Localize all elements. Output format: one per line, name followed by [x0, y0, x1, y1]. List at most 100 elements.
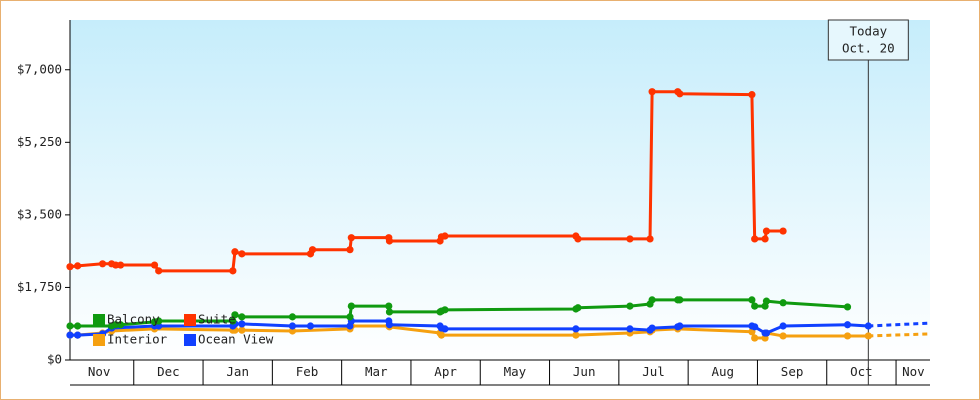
point: [74, 322, 82, 330]
point: [779, 227, 787, 235]
point: [385, 308, 394, 316]
point: [751, 235, 759, 243]
y-tick-label: $7,000: [17, 61, 62, 76]
point: [762, 297, 771, 305]
point: [779, 299, 787, 307]
today-box: [827, 19, 909, 61]
point: [346, 313, 354, 321]
point: [238, 250, 246, 258]
point: [150, 261, 159, 269]
forecast-line: [868, 321, 931, 328]
point: [116, 261, 125, 269]
point: [288, 313, 297, 321]
point: [98, 260, 107, 268]
point: [751, 302, 759, 310]
point: [74, 331, 82, 339]
legend-swatch: [93, 314, 105, 326]
y-tick-label: $3,500: [17, 206, 62, 221]
x-tick-label: Mar: [365, 364, 388, 379]
x-tick-label: Apr: [434, 364, 457, 379]
x-tick-label: Sep: [781, 364, 804, 379]
point: [66, 263, 74, 271]
point: [238, 313, 246, 321]
point: [155, 267, 163, 275]
point: [385, 302, 393, 310]
point: [748, 91, 756, 99]
point: [347, 302, 355, 310]
point: [288, 322, 297, 330]
x-tick-label: Dec: [157, 364, 180, 379]
point: [155, 317, 163, 325]
point: [441, 232, 449, 240]
point: [648, 324, 656, 332]
point: [437, 331, 446, 339]
point: [229, 317, 237, 325]
point: [751, 323, 759, 331]
point: [347, 234, 355, 242]
point: [306, 322, 315, 330]
point: [646, 235, 654, 243]
x-tick-label: Jul: [642, 364, 665, 379]
point: [751, 334, 759, 342]
point: [626, 235, 634, 243]
point: [864, 332, 872, 340]
point: [229, 267, 237, 275]
point: [441, 306, 449, 314]
legend-label: Balcony: [107, 312, 160, 327]
point: [762, 227, 771, 235]
point: [574, 235, 582, 243]
x-tick-label: Oct: [850, 364, 873, 379]
point: [626, 302, 634, 310]
point: [66, 322, 74, 330]
y-tick-label: $5,250: [17, 134, 62, 149]
point: [843, 332, 852, 340]
point: [843, 321, 852, 329]
point: [626, 325, 634, 333]
forecast-line: [868, 332, 931, 338]
point: [238, 320, 246, 328]
point: [762, 329, 771, 337]
point: [116, 321, 125, 329]
point: [748, 296, 756, 304]
point: [231, 248, 239, 256]
y-tick-label: $1,750: [17, 279, 62, 294]
point: [864, 322, 872, 330]
point: [761, 235, 769, 243]
point: [676, 322, 684, 330]
point: [346, 246, 354, 254]
point: [441, 325, 449, 333]
point: [843, 303, 852, 311]
point: [66, 331, 74, 339]
point: [288, 327, 297, 335]
point: [779, 332, 787, 340]
point: [779, 322, 787, 330]
legend-swatch: [93, 334, 105, 346]
today-label: Today: [850, 24, 888, 39]
point: [308, 246, 317, 254]
point: [676, 296, 684, 304]
legend-label: Interior: [107, 332, 168, 347]
legend-swatch: [184, 314, 196, 326]
x-tick-label: Nov: [88, 364, 111, 379]
point: [238, 326, 246, 334]
point: [574, 304, 582, 312]
point: [648, 88, 656, 96]
point: [676, 90, 684, 98]
point: [385, 237, 394, 245]
legend-label: Ocean View: [198, 332, 274, 347]
legend-swatch: [184, 334, 196, 346]
x-tick-label: Aug: [712, 364, 735, 379]
today-label: Oct. 20: [842, 41, 895, 56]
point: [572, 331, 580, 339]
x-tick-label: Jan: [226, 364, 249, 379]
x-tick-label: Nov: [902, 364, 925, 379]
x-tick-label: Jun: [573, 364, 596, 379]
x-tick-label: May: [504, 364, 527, 379]
point: [74, 262, 82, 270]
x-tick-label: Feb: [296, 364, 319, 379]
point: [385, 321, 394, 329]
y-tick-label: $0: [47, 352, 62, 367]
point: [648, 296, 656, 304]
point: [231, 311, 239, 319]
